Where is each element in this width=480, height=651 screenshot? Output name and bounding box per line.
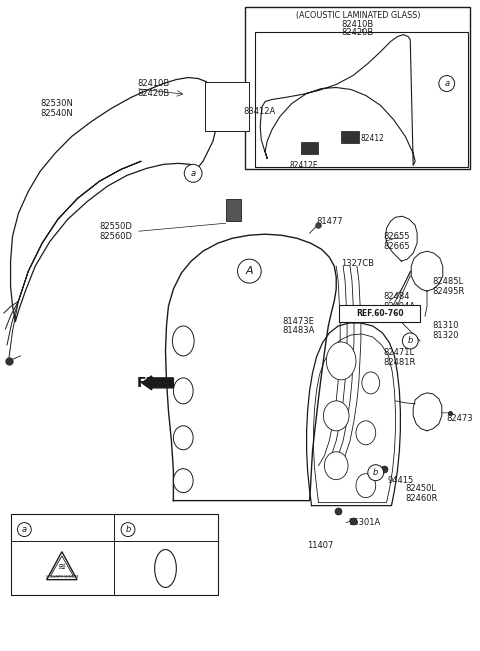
FancyBboxPatch shape [339, 305, 420, 322]
Text: 1327CB: 1327CB [341, 258, 374, 268]
Ellipse shape [356, 421, 376, 445]
Text: 82412E: 82412E [290, 161, 318, 171]
Ellipse shape [172, 326, 194, 356]
Text: a: a [191, 169, 196, 178]
Ellipse shape [173, 426, 193, 450]
Bar [11, 514, 218, 596]
Text: A: A [246, 266, 253, 276]
Text: 82410B: 82410B [342, 20, 374, 29]
Ellipse shape [324, 401, 349, 431]
Text: ≋: ≋ [58, 561, 66, 572]
Text: 82420B: 82420B [137, 89, 169, 98]
Ellipse shape [356, 474, 376, 497]
Circle shape [368, 465, 384, 480]
Text: 82412: 82412 [361, 134, 385, 143]
Text: 82540N: 82540N [40, 109, 73, 118]
Ellipse shape [155, 549, 176, 587]
FancyBboxPatch shape [341, 132, 359, 143]
Text: 82471L: 82471L [384, 348, 415, 357]
Text: 11407: 11407 [307, 541, 333, 550]
FancyBboxPatch shape [226, 199, 241, 221]
Text: 81320: 81320 [432, 331, 458, 340]
Text: 82450L: 82450L [405, 484, 436, 493]
Text: 82484: 82484 [384, 292, 410, 301]
Bar [245, 7, 470, 169]
Text: a: a [22, 525, 27, 534]
Ellipse shape [326, 342, 356, 380]
Text: 82494A: 82494A [384, 301, 416, 311]
Text: 96111A: 96111A [34, 525, 69, 534]
Text: REF.60-760: REF.60-760 [356, 309, 404, 318]
Text: b: b [125, 525, 131, 534]
FancyArrow shape [142, 376, 173, 390]
Text: 82655: 82655 [384, 232, 410, 241]
Circle shape [17, 523, 31, 536]
Text: 94415: 94415 [387, 476, 414, 485]
Text: 82665: 82665 [384, 242, 410, 251]
Circle shape [439, 76, 455, 92]
Text: 81473E: 81473E [282, 316, 314, 326]
Text: 83412A: 83412A [243, 107, 276, 116]
Bar [205, 81, 250, 132]
Text: b: b [408, 337, 413, 346]
Text: 82485L: 82485L [432, 277, 463, 286]
Text: 82560D: 82560D [99, 232, 132, 241]
Text: 81477: 81477 [316, 217, 343, 226]
Text: 82495R: 82495R [432, 286, 464, 296]
Text: 82460R: 82460R [405, 494, 438, 503]
Text: 96301A: 96301A [348, 518, 380, 527]
Text: 82481R: 82481R [384, 359, 416, 367]
Ellipse shape [173, 378, 193, 404]
Text: b: b [373, 468, 378, 477]
Text: 82530N: 82530N [40, 99, 73, 108]
Text: a: a [444, 79, 449, 88]
Text: FR.: FR. [137, 376, 163, 390]
Bar [255, 32, 468, 167]
FancyBboxPatch shape [300, 143, 318, 154]
Text: SECURITY SYSTEM: SECURITY SYSTEM [46, 575, 78, 579]
Circle shape [238, 259, 261, 283]
Text: 82473: 82473 [447, 414, 473, 423]
Circle shape [121, 523, 135, 536]
Ellipse shape [362, 372, 380, 394]
Text: 82420B: 82420B [342, 27, 374, 36]
Ellipse shape [173, 469, 193, 493]
Text: 1731JE: 1731JE [138, 525, 169, 534]
Circle shape [402, 333, 418, 349]
Text: (ACOUSTIC LAMINATED GLASS): (ACOUSTIC LAMINATED GLASS) [296, 10, 420, 20]
Text: 81483A: 81483A [282, 327, 314, 335]
Text: 82410B: 82410B [137, 79, 169, 88]
Text: 82550D: 82550D [99, 222, 132, 230]
Ellipse shape [324, 452, 348, 480]
Circle shape [184, 164, 202, 182]
Text: 81310: 81310 [432, 322, 458, 331]
